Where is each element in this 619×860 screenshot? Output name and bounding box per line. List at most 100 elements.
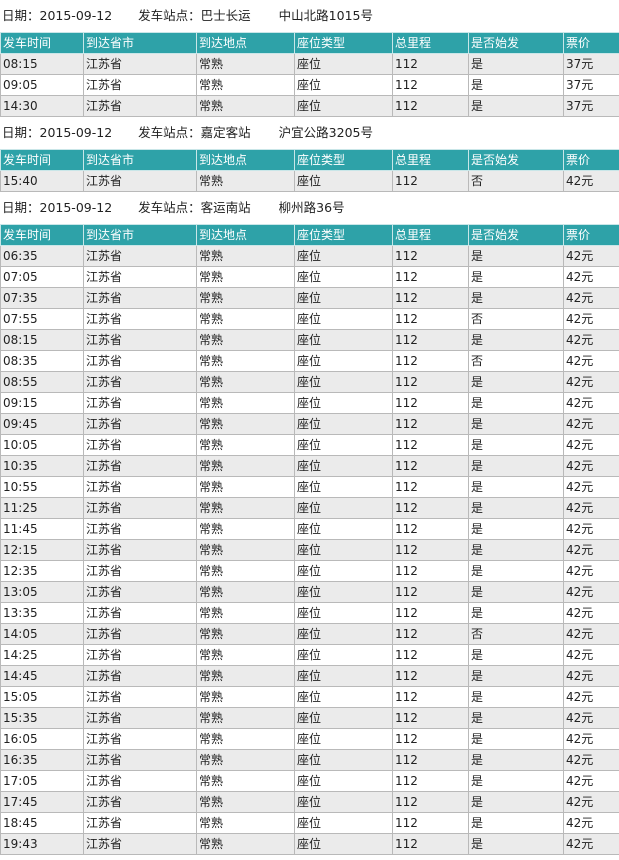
fare-cell: 42元 — [563, 392, 619, 414]
schedule-table: 发车时间 到达省市 到达地点 座位类型 总里程 是否始发 票价 15:40 江苏省 常熟 座位 11… — [0, 149, 619, 192]
fare-cell: 42元 — [563, 791, 619, 813]
distance-cell: 112 — [392, 329, 469, 351]
destination-cell: 常熟 — [196, 644, 295, 666]
column-header: 发车时间 — [0, 32, 84, 54]
departure-time-cell: 10:05 — [0, 434, 84, 456]
distance-cell: 112 — [392, 476, 469, 498]
fare-cell: 42元 — [563, 581, 619, 603]
origin-flag-cell: 是 — [468, 413, 564, 435]
origin-flag-cell: 是 — [468, 770, 564, 792]
destination-cell: 常熟 — [196, 329, 295, 351]
column-header: 到达地点 — [196, 32, 295, 54]
destination-cell: 常熟 — [196, 665, 295, 687]
departure-time-cell: 12:15 — [0, 539, 84, 561]
province-cell: 江苏省 — [83, 518, 197, 540]
origin-flag-cell: 否 — [468, 623, 564, 645]
origin-flag-cell: 否 — [468, 350, 564, 372]
province-cell: 江苏省 — [83, 434, 197, 456]
distance-cell: 112 — [392, 74, 469, 96]
distance-cell: 112 — [392, 455, 469, 477]
distance-cell: 112 — [392, 53, 469, 75]
fare-cell: 42元 — [563, 170, 619, 192]
seat-type-cell: 座位 — [294, 518, 393, 540]
seat-type-cell: 座位 — [294, 74, 393, 96]
fare-cell: 37元 — [563, 74, 619, 96]
table-row: 11:25 江苏省 常熟 座位 112 是 42元 — [0, 497, 619, 519]
distance-cell: 112 — [392, 266, 469, 288]
destination-cell: 常熟 — [196, 74, 295, 96]
destination-cell: 常熟 — [196, 455, 295, 477]
column-header: 是否始发 — [468, 32, 564, 54]
destination-cell: 常熟 — [196, 371, 295, 393]
seat-type-cell: 座位 — [294, 812, 393, 834]
departure-time-cell: 14:05 — [0, 623, 84, 645]
departure-time-cell: 09:45 — [0, 413, 84, 435]
table-row: 15:05 江苏省 常熟 座位 112 是 42元 — [0, 686, 619, 708]
distance-cell: 112 — [392, 833, 469, 855]
table-row: 15:35 江苏省 常熟 座位 112 是 42元 — [0, 707, 619, 729]
origin-flag-cell: 是 — [468, 707, 564, 729]
origin-flag-cell: 是 — [468, 455, 564, 477]
province-cell: 江苏省 — [83, 707, 197, 729]
seat-type-cell: 座位 — [294, 791, 393, 813]
departure-time-cell: 15:05 — [0, 686, 84, 708]
departure-time-cell: 15:35 — [0, 707, 84, 729]
departure-time-cell: 19:43 — [0, 833, 84, 855]
origin-flag-cell: 是 — [468, 686, 564, 708]
province-cell: 江苏省 — [83, 266, 197, 288]
seat-type-cell: 座位 — [294, 707, 393, 729]
distance-cell: 112 — [392, 539, 469, 561]
column-header: 到达省市 — [83, 149, 197, 171]
station-info: 日期：2015-09-12 发车站点：巴士长运 中山北路1015号 — [0, 0, 619, 32]
table-row: 16:05 江苏省 常熟 座位 112 是 42元 — [0, 728, 619, 750]
distance-cell: 112 — [392, 371, 469, 393]
seat-type-cell: 座位 — [294, 602, 393, 624]
station-address: 中山北路1015号 — [278, 8, 373, 23]
origin-flag-cell: 是 — [468, 245, 564, 267]
seat-type-cell: 座位 — [294, 245, 393, 267]
fare-cell: 42元 — [563, 728, 619, 750]
fare-cell: 42元 — [563, 749, 619, 771]
distance-cell: 112 — [392, 581, 469, 603]
province-cell: 江苏省 — [83, 245, 197, 267]
seat-type-cell: 座位 — [294, 329, 393, 351]
seat-type-cell: 座位 — [294, 53, 393, 75]
origin-flag-cell: 是 — [468, 749, 564, 771]
origin-flag-cell: 是 — [468, 560, 564, 582]
fare-cell: 42元 — [563, 350, 619, 372]
distance-cell: 112 — [392, 350, 469, 372]
fare-cell: 42元 — [563, 665, 619, 687]
column-header: 发车时间 — [0, 224, 84, 246]
destination-cell: 常熟 — [196, 770, 295, 792]
column-header: 票价 — [563, 149, 619, 171]
table-body: 15:40 江苏省 常熟 座位 112 否 42元 — [0, 170, 619, 192]
distance-cell: 112 — [392, 707, 469, 729]
destination-cell: 常熟 — [196, 434, 295, 456]
distance-cell: 112 — [392, 623, 469, 645]
seat-type-cell: 座位 — [294, 392, 393, 414]
table-row: 08:15 江苏省 常熟 座位 112 是 37元 — [0, 53, 619, 75]
departure-time-cell: 09:05 — [0, 74, 84, 96]
province-cell: 江苏省 — [83, 749, 197, 771]
table-body: 06:35 江苏省 常熟 座位 112 是 42元 07:05 江苏省 常熟 座位 112 是 42元 07… — [0, 245, 619, 855]
seat-type-cell: 座位 — [294, 833, 393, 855]
province-cell: 江苏省 — [83, 455, 197, 477]
fare-cell: 42元 — [563, 539, 619, 561]
fare-cell: 42元 — [563, 287, 619, 309]
column-header: 票价 — [563, 32, 619, 54]
origin-flag-cell: 是 — [468, 476, 564, 498]
fare-cell: 42元 — [563, 833, 619, 855]
table-row: 15:40 江苏省 常熟 座位 112 否 42元 — [0, 170, 619, 192]
province-cell: 江苏省 — [83, 770, 197, 792]
seat-type-cell: 座位 — [294, 749, 393, 771]
departure-time-cell: 15:40 — [0, 170, 84, 192]
seat-type-cell: 座位 — [294, 665, 393, 687]
origin-flag-cell: 是 — [468, 833, 564, 855]
table-row: 14:45 江苏省 常熟 座位 112 是 42元 — [0, 665, 619, 687]
distance-cell: 112 — [392, 518, 469, 540]
origin-flag-cell: 是 — [468, 497, 564, 519]
departure-time-cell: 16:05 — [0, 728, 84, 750]
distance-cell: 112 — [392, 287, 469, 309]
column-header: 座位类型 — [294, 32, 393, 54]
